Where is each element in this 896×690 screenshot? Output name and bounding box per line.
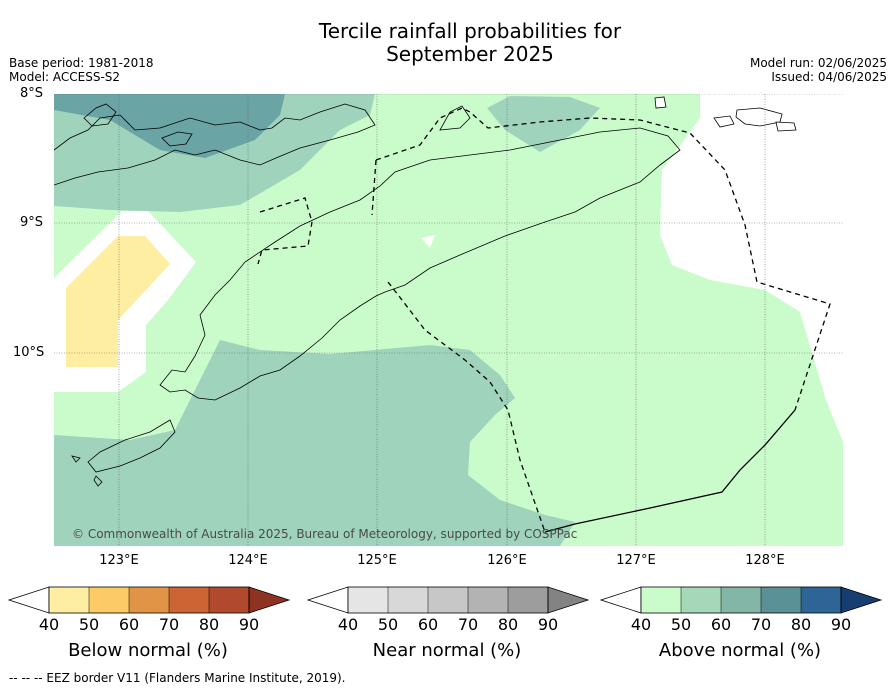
above-normal-60-70-region-north (54, 94, 285, 158)
above-colorbar-segment (681, 587, 721, 613)
map-area: © Commonwealth of Australia 2025, Bureau… (54, 94, 843, 546)
rote-coastline (87, 419, 176, 473)
eez-borders (257, 107, 831, 533)
no-dominant-patch (421, 235, 435, 248)
near-colorbar-segment (468, 587, 508, 613)
near-colorbar-tick-label: 60 (417, 615, 439, 634)
lon-label-123e: 123°E (99, 553, 139, 568)
above-colorbar-tick-label: 60 (710, 615, 732, 634)
issued-text: Issued: 04/06/2025 (771, 70, 887, 84)
copyright-text: © Commonwealth of Australia 2025, Bureau… (72, 527, 577, 541)
above-normal-50-60-region-northcentral (487, 96, 600, 152)
above-colorbar-segment (801, 587, 841, 613)
below-colorbar-min-extend (7, 586, 50, 614)
below-colorbar-tick-label: 90 (238, 615, 260, 634)
meta-left: Base period: 1981-2018 Model: ACCESS-S2 (9, 56, 154, 84)
lon-label-124e: 124°E (228, 553, 268, 568)
above-colorbar-segment (721, 587, 761, 613)
timor-coastline (159, 127, 681, 401)
above-colorbar-tick-label: 50 (670, 615, 692, 634)
below-colorbar-max-extend (248, 586, 291, 614)
eez-southeast-boundary (544, 409, 796, 533)
above-colorbar-segment (761, 587, 801, 613)
near-colorbar-segment (508, 587, 548, 613)
lat-label-10s: 10°S (13, 345, 45, 360)
below-colorbar-tick-label: 70 (158, 615, 180, 634)
above-colorbar-tick-label: 70 (750, 615, 772, 634)
above-colorbar-min-extend (599, 586, 642, 614)
map-title-line1: Tercile rainfall probabilities for (318, 19, 622, 43)
below-colorbar-tick-label: 50 (78, 615, 100, 634)
below-colorbar-segment (129, 587, 169, 613)
near-colorbar-tick-label: 90 (537, 615, 559, 634)
below-colorbar-tick-label: 80 (198, 615, 220, 634)
near-colorbar-tick-label: 50 (377, 615, 399, 634)
map-title-line2: September 2025 (386, 42, 554, 66)
above-colorbar-tick-label: 80 (790, 615, 812, 634)
lon-label-125e: 125°E (357, 553, 397, 568)
model-run-text: Model run: 02/06/2025 (749, 56, 887, 70)
base-period-text: Base period: 1981-2018 (9, 56, 154, 70)
below-normal-40-50-region (66, 236, 170, 367)
below-colorbar-segment (209, 587, 249, 613)
above-normal-legend-title: Above normal (%) (658, 640, 822, 661)
below-colorbar-tick-label: 40 (38, 615, 60, 634)
lon-label-126e: 126°E (487, 553, 527, 568)
below-normal-legend-title: Below normal (%) (68, 640, 228, 661)
below-colorbar-segment (89, 587, 129, 613)
no-dominant-region-east (660, 94, 843, 442)
northern-islands-coastline (54, 103, 376, 186)
lat-label-8s: 8°S (20, 86, 44, 101)
below-colorbar-tick-label: 60 (118, 615, 140, 634)
model-text: Model: ACCESS-S2 (9, 70, 121, 84)
above-colorbar-tick-label: 40 (630, 615, 652, 634)
above-colorbar-tick-label: 90 (830, 615, 852, 634)
near-colorbar-segment (428, 587, 468, 613)
above-colorbar-outline (640, 586, 842, 614)
near-colorbar-tick-label: 80 (497, 615, 519, 634)
near-colorbar-segment (348, 587, 388, 613)
lon-label-127e: 127°E (616, 553, 656, 568)
above-colorbar-max-extend (840, 586, 883, 614)
near-colorbar-outline (347, 586, 549, 614)
below-colorbar-segment (169, 587, 209, 613)
near-colorbar-min-extend (306, 586, 349, 614)
near-colorbar-tick-label: 40 (337, 615, 359, 634)
meta-right: Model run: 02/06/2025 Issued: 04/06/2025 (750, 56, 887, 84)
near-colorbar-segment (388, 587, 428, 613)
near-colorbar-tick-label: 70 (457, 615, 479, 634)
above-colorbar-segment (641, 587, 681, 613)
lat-label-9s: 9°S (20, 215, 44, 230)
below-colorbar-outline (48, 586, 250, 614)
below-colorbar-segment (49, 587, 89, 613)
near-colorbar-max-extend (547, 586, 590, 614)
near-normal-legend-title: Near normal (%) (372, 640, 522, 661)
legend-colorbars (7, 586, 883, 614)
eez-footer-note: -- -- -- EEZ border V11 (Flanders Marine… (9, 671, 346, 685)
lon-label-128e: 128°E (745, 553, 785, 568)
above-normal-50-60-region-south (54, 340, 575, 546)
map-title: Tercile rainfall probabilities for Septe… (0, 20, 896, 66)
